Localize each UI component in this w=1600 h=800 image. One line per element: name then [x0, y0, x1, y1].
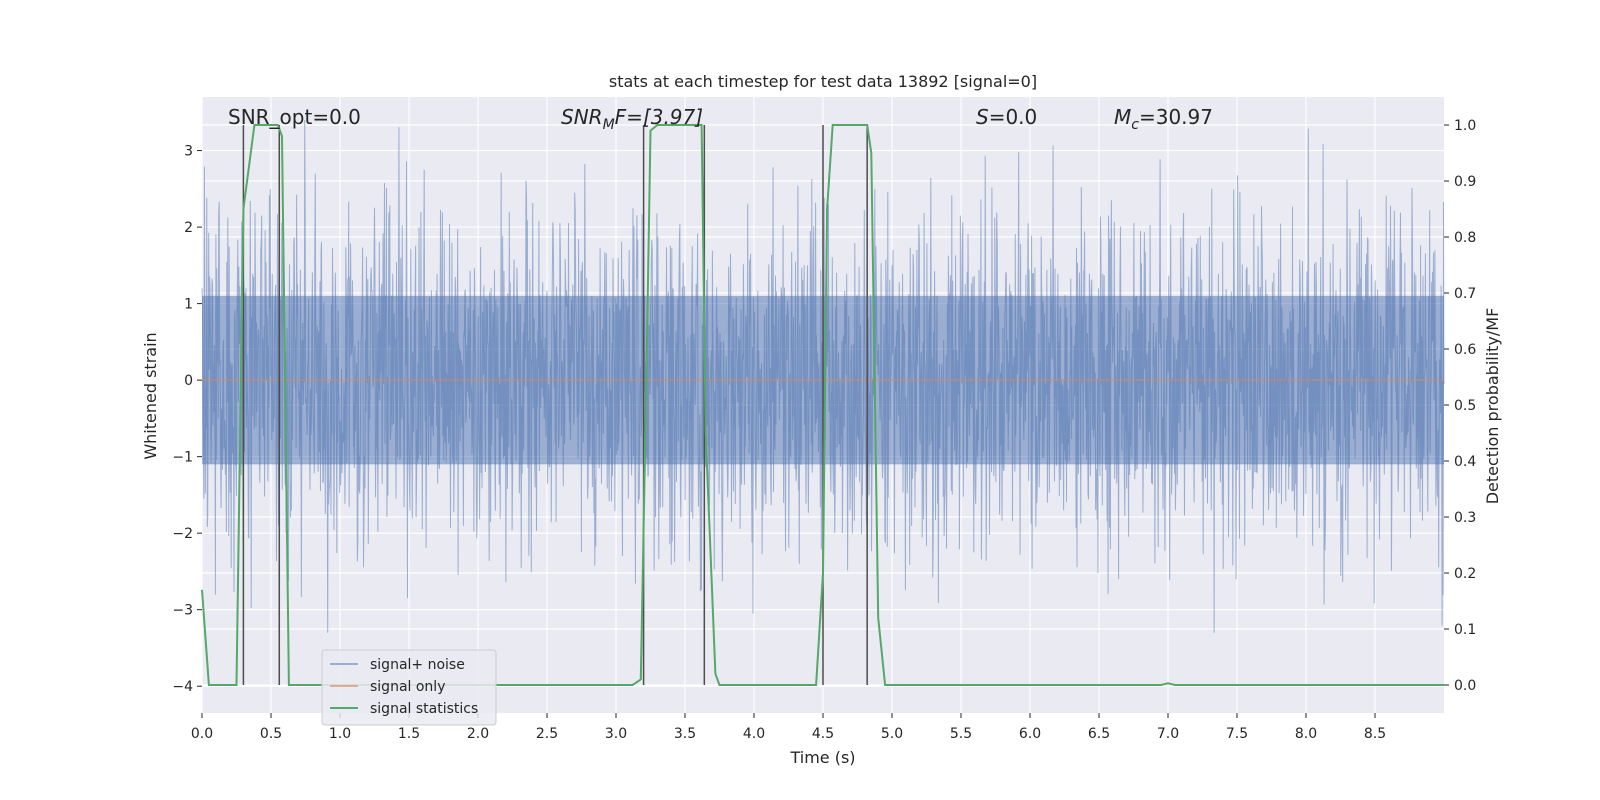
- left-y-tick-label: 3: [184, 144, 193, 160]
- legend-box: [321, 649, 497, 726]
- x-axis-ticks: 0.0 0.5 1.0 1.5 2.0 2.5 3.0 3.5 4.0 4.5 5.0 5.5 6.0 6…: [191, 713, 1386, 742]
- left-y-tick-label: −2: [172, 526, 193, 542]
- right-y-tick-label: 0.5: [1454, 398, 1476, 414]
- right-y-tick-label: 0.8: [1454, 230, 1476, 246]
- snr-mf-annotation: SNRMF=[3.97]: [561, 105, 703, 133]
- x-tick-label: 5.5: [950, 726, 972, 742]
- right-y-tick-label: 0.4: [1454, 454, 1476, 470]
- signal-statistics-series: [201, 124, 1444, 686]
- left-y-axis-ticks: 3 2 1 0 −1 −2 −3 −4: [172, 144, 202, 695]
- x-tick-label: 8.5: [1364, 726, 1386, 742]
- x-axis-label: Time (s): [789, 748, 855, 767]
- x-tick-label: 2.5: [536, 726, 558, 742]
- x-tick-label: 8.0: [1295, 726, 1317, 742]
- right-y-tick-label: 0.7: [1454, 286, 1476, 302]
- x-tick-label: 5.0: [881, 726, 903, 742]
- x-tick-label: 4.0: [743, 726, 765, 742]
- right-y-tick-label: 0.0: [1454, 678, 1476, 694]
- right-y-axis-ticks: 1.0 0.9 0.8 0.7 0.6 0.5 0.4 0.3 0.2 0.1 0.0: [1444, 118, 1476, 694]
- mc-annotation: Mc=30.97: [1114, 105, 1213, 133]
- x-tick-label: 1.5: [398, 726, 420, 742]
- x-tick-label: 3.0: [605, 726, 627, 742]
- mc-rest: =30.97: [1139, 105, 1213, 129]
- right-y-tick-label: 0.3: [1454, 510, 1476, 526]
- right-y-tick-label: 0.1: [1454, 622, 1476, 638]
- statistics-line: [201, 124, 1444, 686]
- x-tick-label: 6.0: [1019, 726, 1041, 742]
- x-tick-label: 1.0: [329, 726, 351, 742]
- x-tick-label: 0.5: [260, 726, 282, 742]
- x-tick-label: 6.5: [1088, 726, 1110, 742]
- right-y-tick-label: 1.0: [1454, 118, 1476, 134]
- legend: signal+ noise signal only signal statist…: [321, 649, 497, 726]
- x-tick-label: 7.0: [1157, 726, 1179, 742]
- right-y-axis-label: Detection probability/MF: [1483, 308, 1502, 505]
- x-tick-label: 7.5: [1226, 726, 1248, 742]
- x-tick-label: 0.0: [191, 726, 213, 742]
- s-rest: =0.0: [989, 105, 1038, 129]
- left-y-tick-label: −4: [172, 679, 193, 695]
- left-y-tick-label: −3: [172, 603, 193, 619]
- legend-label-noise: signal+ noise: [370, 657, 465, 673]
- left-y-tick-label: 2: [184, 220, 193, 236]
- snr-mf-sub: M: [603, 117, 615, 133]
- legend-label-signal-only: signal only: [370, 679, 445, 695]
- right-y-tick-label: 0.6: [1454, 342, 1476, 358]
- snr-opt-annotation: SNR_opt=0.0: [228, 105, 361, 129]
- x-tick-label: 4.5: [812, 726, 834, 742]
- right-y-tick-label: 0.9: [1454, 174, 1476, 190]
- mc-base: M: [1114, 105, 1131, 129]
- snr-mf-rest: F=[3.97]: [615, 105, 703, 129]
- left-y-axis-label: Whitened strain: [141, 332, 160, 459]
- legend-label-statistics: signal statistics: [370, 701, 478, 717]
- mc-sub: c: [1131, 117, 1139, 133]
- right-y-tick-label: 0.2: [1454, 566, 1476, 582]
- left-y-tick-label: 0: [184, 373, 193, 389]
- x-tick-label: 2.0: [467, 726, 489, 742]
- left-y-tick-label: −1: [172, 450, 193, 466]
- left-y-tick-label: 1: [184, 297, 193, 313]
- s-var: S: [976, 105, 989, 129]
- snr-mf-base: SNR: [561, 105, 603, 129]
- x-tick-label: 3.5: [674, 726, 696, 742]
- s-annotation: S=0.0: [976, 105, 1037, 129]
- chart-title: stats at each timestep for test data 138…: [609, 72, 1037, 91]
